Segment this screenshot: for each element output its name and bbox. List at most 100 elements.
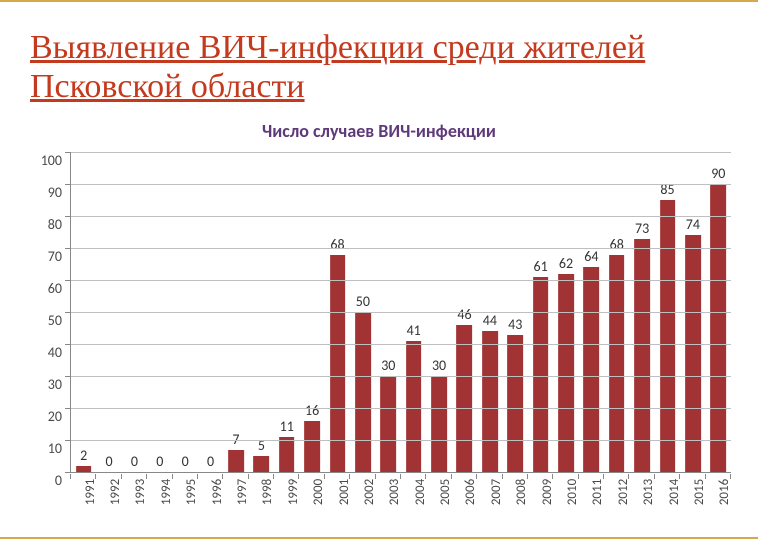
y-tick-mark (65, 184, 71, 185)
x-tick-label: 2005 (438, 479, 453, 505)
bar (254, 456, 270, 472)
x-tick-mark (197, 474, 198, 479)
bar (431, 376, 447, 472)
x-tick-mark (146, 474, 147, 479)
x-tick-label: 2014 (667, 479, 682, 505)
bar (634, 239, 650, 473)
bar (685, 235, 701, 472)
x-tick-mark (349, 474, 350, 479)
x-tick-mark (476, 474, 477, 479)
bar (507, 335, 523, 473)
bar (584, 267, 600, 472)
bar-value-label: 90 (711, 165, 725, 182)
bar (533, 277, 549, 472)
x-tick-label: 2007 (489, 479, 504, 505)
x-tick-mark (70, 474, 71, 479)
x-tick-label: 1999 (286, 479, 301, 505)
y-tick-label: 90 (32, 184, 62, 200)
bar-value-label: 68 (330, 236, 344, 253)
x-tick-mark (502, 474, 503, 479)
bar (279, 437, 295, 472)
bar-value-label: 0 (106, 453, 113, 470)
y-tick-label: 40 (32, 344, 62, 360)
bar (355, 312, 371, 472)
x-tick-mark (679, 474, 680, 479)
x-tick-mark (172, 474, 173, 479)
x-tick-label: 1993 (133, 479, 148, 505)
gridline (71, 440, 731, 441)
x-tick-label: 2002 (362, 479, 377, 505)
x-tick-mark (95, 474, 96, 479)
bar (482, 331, 498, 472)
x-tick-label: 2006 (463, 479, 478, 505)
gridline (71, 344, 731, 345)
bar (710, 184, 726, 472)
x-tick-mark (705, 474, 706, 479)
y-tick-label: 20 (32, 408, 62, 424)
bar-value-label: 30 (432, 357, 446, 374)
x-tick-label: 2003 (387, 479, 402, 505)
y-tick-label: 70 (32, 248, 62, 264)
bar (228, 450, 244, 472)
x-tick-mark (425, 474, 426, 479)
y-tick-mark (65, 376, 71, 377)
gridline (71, 376, 731, 377)
x-tick-mark (298, 474, 299, 479)
y-tick-mark (65, 280, 71, 281)
x-tick-mark (273, 474, 274, 479)
y-tick-mark (65, 344, 71, 345)
y-tick-label: 0 (32, 472, 62, 488)
x-tick-label: 1991 (83, 479, 98, 505)
y-axis: 0102030405060708090100 (30, 152, 68, 472)
bar (558, 274, 574, 472)
y-tick-mark (65, 472, 71, 473)
gridline (71, 280, 731, 281)
x-tick-label: 2008 (514, 479, 529, 505)
bar-value-label: 46 (457, 306, 471, 323)
x-tick-mark (375, 474, 376, 479)
gridline (71, 408, 731, 409)
bar-value-label: 2 (80, 447, 87, 464)
x-tick-mark (527, 474, 528, 479)
x-tick-mark (628, 474, 629, 479)
x-axis-labels: 1991199219931994199519961997199819992000… (70, 474, 730, 512)
y-tick-label: 80 (32, 216, 62, 232)
x-tick-label: 2015 (692, 479, 707, 505)
x-tick-mark (603, 474, 604, 479)
y-tick-label: 10 (32, 440, 62, 456)
x-tick-label: 2009 (540, 479, 555, 505)
x-tick-label: 2010 (565, 479, 580, 505)
x-tick-label: 1998 (260, 479, 275, 505)
x-tick-label: 1996 (210, 479, 225, 505)
bar-value-label: 30 (381, 357, 395, 374)
x-tick-label: 2004 (413, 479, 428, 505)
x-tick-mark (324, 474, 325, 479)
y-tick-label: 30 (32, 376, 62, 392)
x-tick-label: 1997 (235, 479, 250, 505)
gridline (71, 312, 731, 313)
bar-value-label: 73 (635, 220, 649, 237)
x-tick-label: 1992 (108, 479, 123, 505)
bar-value-label: 0 (182, 453, 189, 470)
y-tick-mark (65, 248, 71, 249)
x-tick-mark (248, 474, 249, 479)
bar (406, 341, 422, 472)
y-tick-mark (65, 408, 71, 409)
bar-value-label: 64 (584, 248, 598, 265)
bar-value-label: 44 (483, 312, 497, 329)
bar-value-label: 0 (207, 453, 214, 470)
bar-value-label: 62 (559, 255, 573, 272)
x-tick-label: 2000 (311, 479, 326, 505)
bar (380, 376, 396, 472)
gridline (71, 216, 731, 217)
plot-region: 2000007511166850304130464443616264687385… (70, 152, 731, 473)
chart-area: 0102030405060708090100 20000075111668503… (30, 152, 730, 512)
bar-value-label: 43 (508, 316, 522, 333)
y-tick-mark (65, 216, 71, 217)
x-tick-mark (730, 474, 731, 479)
x-tick-label: 2011 (590, 479, 605, 505)
x-tick-label: 2012 (616, 479, 631, 505)
y-tick-mark (65, 152, 71, 153)
bar-value-label: 11 (280, 418, 294, 435)
x-tick-label: 2016 (717, 479, 732, 505)
